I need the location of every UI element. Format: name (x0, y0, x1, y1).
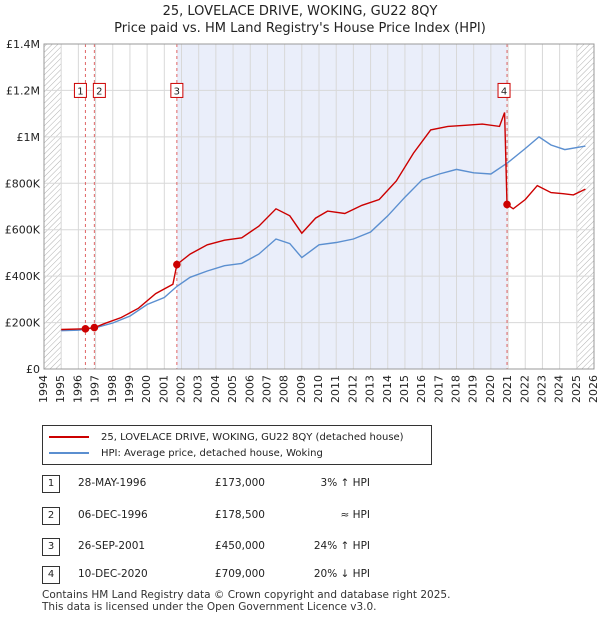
x-tick-label: 2009 (295, 375, 308, 403)
transaction-hpi: 24% ↑ HPI (313, 540, 370, 552)
x-tick-label: 2015 (398, 375, 411, 403)
transaction-hpi: ≈ HPI (340, 509, 370, 521)
legend-item-property: 25, LOVELACE DRIVE, WOKING, GU22 8QY (de… (49, 429, 404, 445)
sale-label-box (170, 82, 184, 98)
footer-copyright: Contains HM Land Registry data © Crown c… (42, 589, 451, 601)
x-tick-label: 2016 (415, 375, 428, 403)
transaction-row: 3 26-SEP-2001 £450,000 24% ↑ HPI (42, 537, 582, 557)
sale-label: 1 (77, 86, 83, 97)
legend: 25, LOVELACE DRIVE, WOKING, GU22 8QY (de… (42, 425, 432, 465)
x-tick-label: 2010 (312, 375, 325, 403)
sale-label: 4 (501, 86, 507, 97)
transaction-row: 4 10-DEC-2020 £709,000 20% ↓ HPI (42, 565, 582, 585)
series-line (61, 112, 586, 331)
x-tick-label: 2019 (467, 375, 480, 403)
x-tick-label: 2003 (192, 375, 205, 403)
sale-label-box (73, 82, 87, 98)
y-tick-label: £1.2M (6, 84, 40, 97)
price-chart: 1 2 3 4 £0 £200K £400K £600K £800K £1M £1.2M £1.4M 1… (5, 38, 600, 403)
transaction-price: £173,000 (214, 477, 265, 489)
x-tick-label: 2007 (260, 375, 273, 403)
x-tick-label: 2013 (364, 375, 377, 403)
sale-point (173, 260, 181, 269)
transaction-price: £709,000 (214, 568, 265, 580)
hatched-region-end (576, 44, 594, 369)
plot-border (43, 43, 595, 370)
y-tick-label: £1.4M (6, 38, 40, 51)
x-tick-label: 2005 (226, 375, 239, 403)
sale-point (81, 325, 90, 333)
y-tick-label: £600K (5, 224, 41, 237)
y-tick-label: £200K (5, 317, 41, 330)
x-tick-label: 2011 (329, 375, 342, 403)
transaction-hpi: 20% ↓ HPI (313, 568, 370, 580)
y-tick-label: £800K (5, 177, 41, 190)
x-tick-label: 2021 (501, 375, 514, 403)
transaction-number: 4 (42, 566, 60, 584)
transaction-date: 26-SEP-2001 (78, 540, 146, 552)
hatched-region-start (44, 44, 62, 369)
transaction-number: 3 (42, 538, 60, 556)
transaction-price: £178,500 (214, 509, 265, 521)
x-tick-label: 2026 (587, 375, 600, 403)
legend-item-hpi: HPI: Average price, detached house, Woki… (49, 445, 323, 461)
x-tick-label: 1999 (123, 375, 136, 403)
y-tick-label: £1M (17, 131, 41, 144)
y-tick-label: £400K (5, 270, 41, 283)
series-line (61, 136, 586, 332)
transaction-row: 2 06-DEC-1996 £178,500 ≈ HPI (42, 506, 582, 526)
x-tick-label: 1996 (71, 375, 84, 403)
sale-label-box (92, 82, 106, 98)
sale-label: 3 (174, 86, 180, 97)
x-tick-label: 2025 (570, 375, 583, 403)
x-tick-label: 2006 (243, 375, 256, 403)
transaction-hpi: 3% ↑ HPI (320, 477, 370, 489)
x-tick-label: 2001 (157, 375, 170, 403)
transaction-number: 1 (42, 475, 60, 493)
sale-point (503, 200, 511, 209)
x-tick-label: 2002 (175, 375, 188, 403)
x-tick-label: 2022 (518, 375, 531, 403)
x-tick-label: 2017 (432, 375, 445, 403)
footer-licence: This data is licensed under the Open Gov… (42, 601, 377, 613)
transaction-number: 2 (42, 507, 60, 525)
x-tick-label: 2024 (553, 375, 566, 403)
transaction-date: 28-MAY-1996 (78, 477, 147, 489)
y-tick-label: £0 (26, 363, 40, 376)
x-tick-label: 1998 (106, 375, 119, 403)
chart-subtitle: Price paid vs. HM Land Registry's House … (114, 21, 486, 36)
chart-title: 25, LOVELACE DRIVE, WOKING, GU22 8QY (162, 4, 438, 19)
x-tick-label: 2004 (209, 375, 222, 403)
legend-swatch-property (49, 436, 89, 438)
legend-swatch-hpi (49, 452, 89, 454)
x-tick-label: 2012 (346, 375, 359, 403)
x-tick-label: 2014 (381, 375, 394, 403)
x-tick-label: 1994 (37, 375, 50, 403)
legend-label-property: 25, LOVELACE DRIVE, WOKING, GU22 8QY (de… (101, 431, 404, 443)
x-tick-label: 2020 (484, 375, 497, 403)
transaction-price: £450,000 (214, 540, 265, 552)
sale-label-box (497, 82, 511, 98)
x-tick-label: 2000 (140, 375, 153, 403)
transaction-row: 1 28-MAY-1996 £173,000 3% ↑ HPI (42, 474, 582, 494)
transaction-date: 06-DEC-1996 (78, 509, 148, 521)
legend-label-hpi: HPI: Average price, detached house, Woki… (101, 447, 323, 459)
x-tick-label: 1995 (54, 375, 67, 403)
sale-label: 2 (96, 86, 102, 97)
transaction-date: 10-DEC-2020 (78, 568, 148, 580)
x-tick-label: 2023 (535, 375, 548, 403)
ownership-shading (176, 44, 508, 369)
x-tick-label: 1997 (89, 375, 102, 403)
x-tick-label: 2018 (450, 375, 463, 403)
sale-point (90, 323, 99, 332)
x-tick-label: 2008 (278, 375, 291, 403)
